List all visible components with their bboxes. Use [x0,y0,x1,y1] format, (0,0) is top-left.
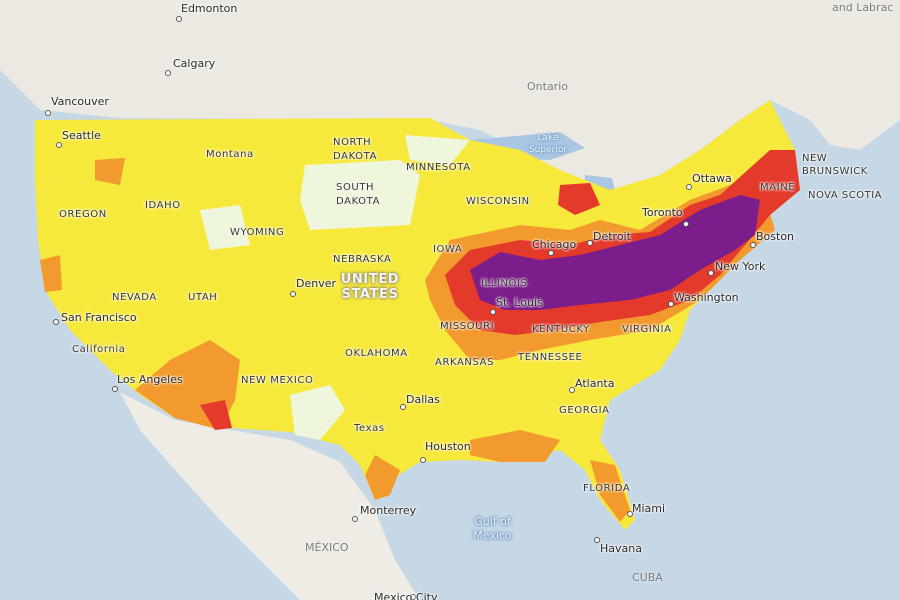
arizona-high-region [200,400,232,430]
missouri-label: MISSOURI [440,321,495,332]
city-label-houston[interactable]: Houston [425,440,471,453]
city-label-boston[interactable]: Boston [756,230,795,243]
city-marker-ottawa[interactable] [686,184,692,190]
mexico-label: MÉXICO [305,541,349,554]
city-label-dallas[interactable]: Dallas [406,393,440,406]
city-marker-washington[interactable] [668,301,674,307]
west-low-region [200,205,250,250]
virginia-label: VIRGINIA [622,324,672,335]
gulf-of-mexico-label: Gulf of Mexico [473,515,512,542]
lake-superior-label: Lake Superior [528,133,568,155]
city-label-calgary[interactable]: Calgary [173,57,216,70]
nova-scotia-label: NOVA SCOTIA [808,190,882,201]
texas-label: Texas [354,423,385,434]
city-label-los-angeles[interactable]: Los Angeles [117,373,183,386]
city-marker-san-francisco[interactable] [53,319,59,325]
city-marker-edmonton[interactable] [176,16,182,22]
texas-low-region [290,385,345,440]
gulf-elevated-region [470,430,560,462]
city-label-mexico-city[interactable]: Mexico City [374,591,438,600]
city-label-washington[interactable]: Washington [674,291,739,304]
mexico-land [120,392,420,600]
usa-label: UNITED STATES [340,272,400,302]
city-label-detroit[interactable]: Detroit [593,230,631,243]
dakotas-low-region [300,160,420,230]
new-brunswick-label: NEW BRUNSWICK [802,153,868,177]
city-label-vancouver[interactable]: Vancouver [51,95,109,108]
city-marker-monterrey[interactable] [352,516,358,522]
city-marker-toronto[interactable] [683,221,689,227]
nebraska-label: NEBRASKA [333,254,392,265]
north-low-region [405,135,470,165]
city-label-atlanta[interactable]: Atlanta [575,377,615,390]
city-marker-los-angeles[interactable] [112,386,118,392]
city-marker-houston[interactable] [420,457,426,463]
iowa-label: IOWA [433,244,463,255]
kentucky-label: KENTUCKY [532,324,590,335]
city-marker-new-york[interactable] [708,270,714,276]
city-marker-dallas[interactable] [400,404,406,410]
city-label-toronto[interactable]: Toronto [642,206,683,219]
city-marker-vancouver[interactable] [45,110,51,116]
arkansas-label: ARKANSAS [435,357,495,368]
oklahoma-label: OKLAHOMA [345,348,408,359]
city-label-edmonton[interactable]: Edmonton [181,2,238,15]
city-marker-boston[interactable] [750,242,756,248]
canada-land [0,0,900,190]
coast-elevated-region [40,255,62,292]
nevada-label: NEVADA [112,292,157,303]
oregon-label: OREGON [59,209,107,220]
city-label-miami[interactable]: Miami [632,502,666,515]
cuba-label: CUBA [632,571,663,584]
south-dakota-label: SOUTH DAKOTA [336,182,381,207]
texas-coast-elevated-region [365,455,400,500]
city-label-seattle[interactable]: Seattle [62,129,101,142]
city-marker-atlanta[interactable] [569,387,575,393]
idaho-label: IDAHO [145,200,181,211]
maine-label: MAINE [760,182,796,193]
georgia-label: GEORGIA [559,405,610,416]
illinois-label: ILLINOIS [481,278,528,289]
tennessee-label: TENNESSEE [518,352,583,363]
new-mexico-label: NEW MEXICO [241,375,314,386]
florida-label: FLORIDA [583,483,631,494]
city-label-st-louis[interactable]: St. Louis [496,296,543,309]
labrador-label: and Labrac [832,1,894,14]
city-marker-calgary[interactable] [165,70,171,76]
city-label-denver[interactable]: Denver [296,277,337,290]
california-label: California [72,344,126,355]
city-label-san-francisco[interactable]: San Francisco [61,311,137,324]
city-marker-seattle[interactable] [56,142,62,148]
city-marker-chicago[interactable] [548,250,554,256]
michigan-high-region [558,183,600,215]
city-label-new-york[interactable]: New York [715,260,766,273]
city-marker-havana[interactable] [594,537,600,543]
minnesota-label: MINNESOTA [406,162,471,173]
northwest-elevated-region [95,158,125,185]
wyoming-label: WYOMING [230,227,285,238]
city-marker-denver[interactable] [290,291,296,297]
city-label-havana[interactable]: Havana [600,542,642,555]
city-marker-detroit[interactable] [587,240,593,246]
florida-elevated-region [590,460,630,522]
city-marker-miami[interactable] [627,511,633,517]
city-label-monterrey[interactable]: Monterrey [360,504,417,517]
north-dakota-label: NORTH DAKOTA [333,137,378,162]
city-marker-st-louis[interactable] [490,309,496,315]
city-label-ottawa[interactable]: Ottawa [692,172,732,185]
city-label-chicago[interactable]: Chicago [532,238,577,251]
ontario-label: Ontario [527,80,568,93]
wisconsin-label: WISCONSIN [466,196,530,207]
montana-label: Montana [206,149,254,160]
utah-label: UTAH [188,292,218,303]
